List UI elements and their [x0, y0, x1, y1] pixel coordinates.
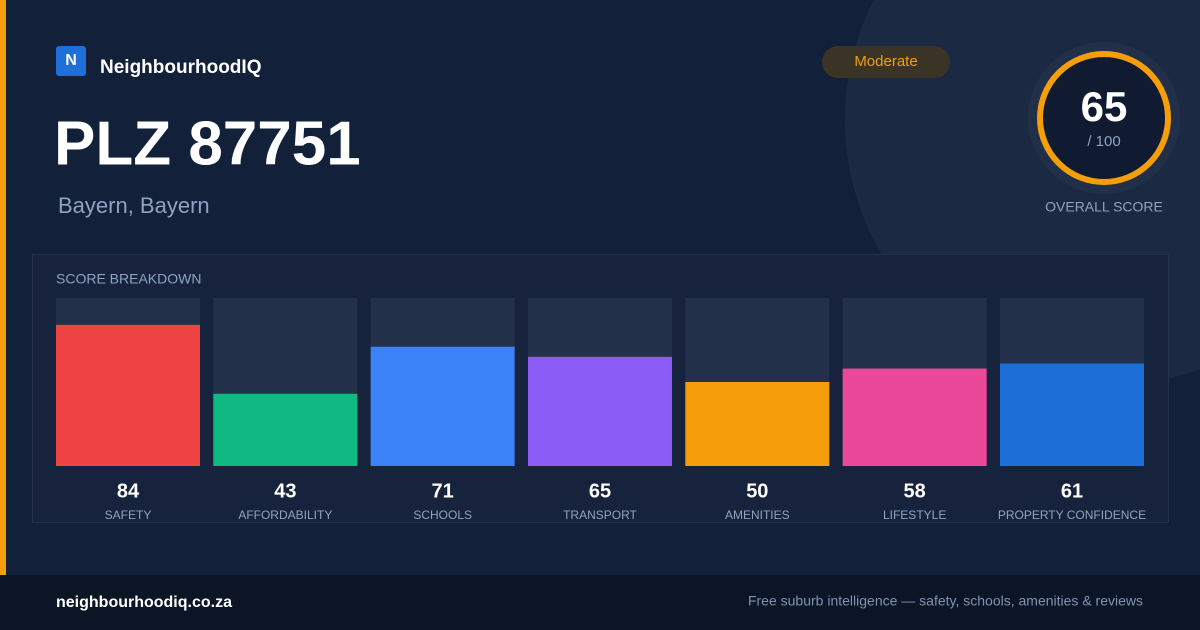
bar	[56, 324, 200, 466]
value-label: 84	[117, 480, 140, 502]
value-label: 50	[746, 480, 768, 502]
value-label: 58	[904, 480, 926, 502]
overall-score: 65	[1081, 83, 1128, 130]
accent-stripe	[0, 0, 6, 575]
category-label: PROPERTY CONFIDENCE	[998, 508, 1146, 522]
bar	[842, 368, 987, 466]
bar	[370, 346, 515, 466]
value-label: 43	[274, 480, 296, 502]
category-label: SCHOOLS	[413, 508, 472, 522]
value-label: 71	[432, 480, 454, 502]
score-ring	[1037, 51, 1171, 185]
footer-url: neighbourhoodiq.co.za	[56, 594, 232, 611]
title: PLZ 87751	[54, 109, 361, 178]
bar	[685, 382, 830, 466]
brand-name: NeighbourhoodIQ	[100, 57, 261, 78]
bar	[213, 393, 358, 466]
bar	[527, 356, 672, 466]
footer-bar	[0, 575, 1200, 630]
badge	[822, 46, 950, 78]
bars: 84 SAFETY 43 AFFORDABILITY 71 SCHOOLS 65 TRANSP…	[56, 298, 1146, 522]
overall-label: OVERALL SCORE	[1045, 199, 1163, 215]
value-label: 65	[589, 480, 611, 502]
logo-letter: N	[65, 52, 77, 69]
category-label: AFFORDABILITY	[238, 508, 332, 522]
value-label: 61	[1061, 480, 1083, 502]
chart-title: SCORE BREAKDOWN	[56, 271, 201, 287]
subtitle: Bayern, Bayern	[58, 193, 210, 218]
category-label: SAFETY	[105, 508, 152, 522]
category-label: AMENITIES	[725, 508, 790, 522]
badge-text: Moderate	[854, 53, 917, 70]
bar	[999, 363, 1144, 466]
overall-max: / 100	[1087, 133, 1120, 150]
footer-tagline: Free suburb intelligence — safety, schoo…	[748, 593, 1143, 609]
category-label: TRANSPORT	[563, 508, 637, 522]
category-label: LIFESTYLE	[883, 508, 946, 522]
logo	[56, 46, 86, 76]
